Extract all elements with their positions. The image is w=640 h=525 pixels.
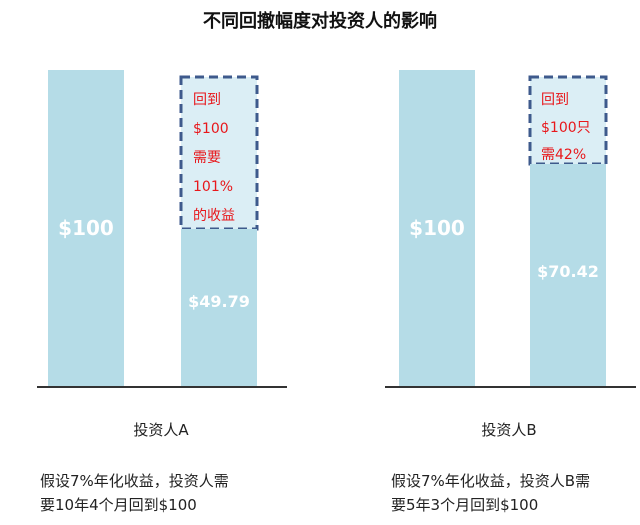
recovery-box-b [528, 75, 608, 166]
note-a-line-3: 需要 [193, 150, 221, 166]
footnote-b-line-2: 要5年3个月回到$100 [391, 496, 539, 514]
note-b-line-2: $100只 [541, 120, 591, 136]
note-a-line-4: 101% [193, 179, 233, 195]
footnote-b-line-1: 假设7%年化收益，投资人B需 [391, 472, 591, 490]
investor-a-label: 投资人A [133, 421, 189, 439]
bar-b-initial [399, 70, 475, 387]
note-b-line-3: 需42% [541, 147, 586, 163]
bar-label-b-after: $70.42 [537, 262, 599, 281]
note-a-line-1: 回到 [193, 92, 221, 108]
bar-label-b-initial: $100 [409, 216, 465, 240]
recovery-box-a [179, 75, 259, 231]
bar-label-a-initial: $100 [58, 216, 114, 240]
note-b-line-1: 回到 [541, 92, 569, 108]
footnote-a-line-1: 假设7%年化收益，投资人需 [40, 472, 229, 490]
bar-label-a-after: $49.79 [188, 292, 250, 311]
chart-a: $100 $49.79 回到 $100 需要 101% 的收益 [37, 70, 287, 388]
footnote-a-line-2: 要10年4个月回到$100 [40, 496, 197, 514]
bar-a-after [181, 229, 257, 387]
chart-b: $100 $70.42 回到 $100只 需42% [385, 70, 636, 388]
note-a-line-2: $100 [193, 121, 229, 137]
bar-a-initial [48, 70, 124, 387]
bar-b-after [530, 164, 606, 387]
note-a-line-5: 的收益 [193, 208, 235, 224]
investor-b-label: 投资人B [481, 421, 537, 439]
footnote-a: 假设7%年化收益，投资人需 要10年4个月回到$100 [40, 469, 280, 517]
footnote-b: 假设7%年化收益，投资人B需 要5年3个月回到$100 [391, 469, 631, 517]
chart-title: 不同回撤幅度对投资人的影响 [203, 11, 437, 32]
